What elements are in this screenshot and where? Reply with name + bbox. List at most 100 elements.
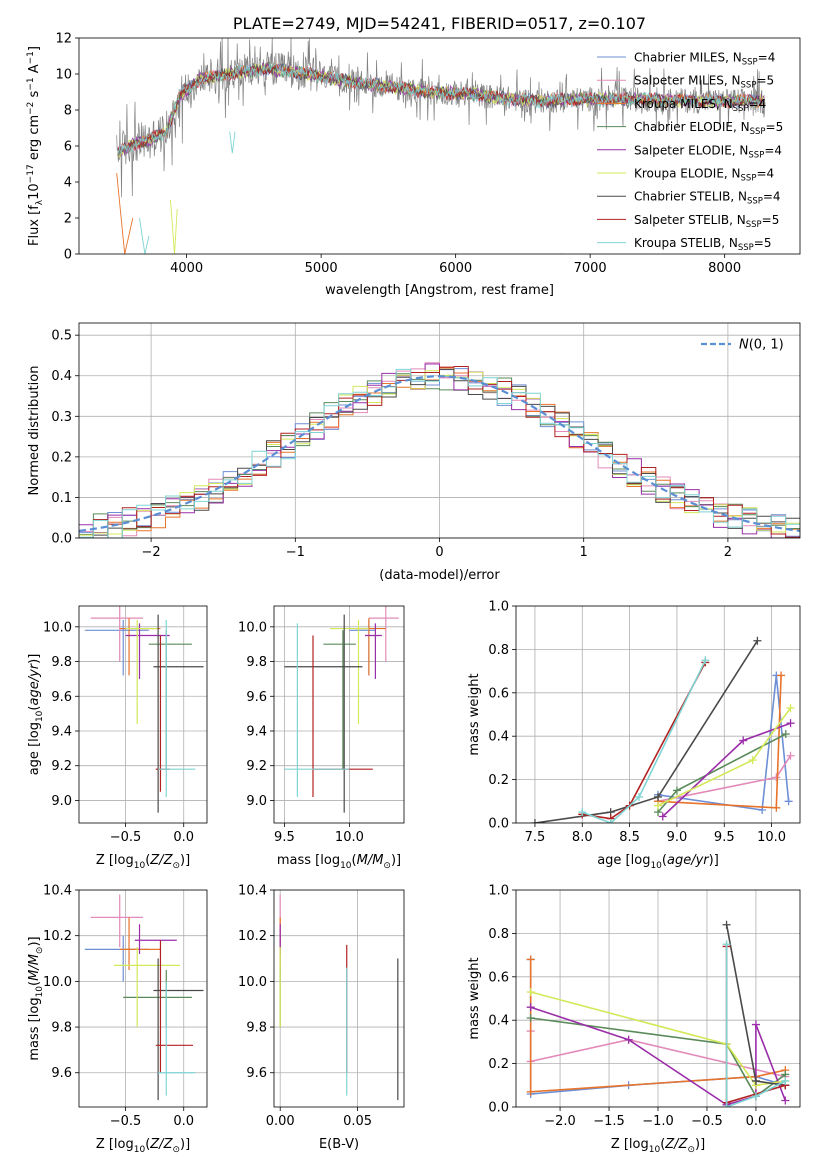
y-tick-label: 4 xyxy=(64,176,72,191)
plot-area xyxy=(516,890,800,1107)
series-chabrier-elodie xyxy=(530,1017,786,1098)
errorbar-kroupa-elodie xyxy=(125,619,159,725)
axes-mass-vs-ebv: 0.00 0.05 9.6 9.8 10.0 10.2 10.4 E(B-V) xyxy=(238,884,405,1152)
series-kroupa-miles xyxy=(529,959,786,1093)
x-axis-label: mass [log10(M/M⊙)] xyxy=(277,853,401,871)
y-tick-label: 10.4 xyxy=(43,884,72,899)
y-tick-label: 12 xyxy=(55,32,72,47)
y-tick-label: 6 xyxy=(64,140,72,155)
x-axis-label: Z [log10(Z/Z⊙)] xyxy=(96,1137,190,1155)
plus-marker xyxy=(784,797,793,806)
legend-label: Chabrier ELODIE, NSSP=5 xyxy=(634,120,783,137)
errorbar-chabrier-stelib xyxy=(153,614,204,813)
plus-marker xyxy=(786,719,795,728)
x-tick-label: −2.0 xyxy=(544,1114,576,1129)
x-tick-label: −0.5 xyxy=(110,1114,142,1129)
y-tick-label: 10.2 xyxy=(43,929,72,944)
axes-frame xyxy=(273,605,405,824)
axes-age-vs-mass: 9.5 10.0 9.0 9.2 9.4 9.6 9.8 10.0 mass [log10(M/… xyxy=(238,605,405,871)
errorbar-kroupa-elodie xyxy=(113,947,181,1028)
series-chabrier-stelib xyxy=(534,640,759,823)
y-tick-label: 2 xyxy=(64,212,72,227)
plus-marker xyxy=(781,1096,790,1105)
figure-title: PLATE=2749, MJD=54241, FIBERID=0517, z=0… xyxy=(233,14,646,33)
errorbar-kroupa-stelib xyxy=(284,623,350,797)
legend-label: Kroupa STELIB, NSSP=5 xyxy=(634,236,772,253)
legend-label: Kroupa MILES, NSSP=4 xyxy=(634,97,766,114)
plus-marker xyxy=(526,1014,535,1023)
x-tick-label: 8.5 xyxy=(619,830,640,845)
absorption-dip xyxy=(116,172,134,254)
axes-frame xyxy=(78,889,208,1108)
y-tick-label: 9.6 xyxy=(246,690,267,705)
x-axis-label: Z [log10(Z/Z⊙)] xyxy=(611,1137,705,1155)
plus-marker xyxy=(654,801,662,810)
y-tick-label: 10.0 xyxy=(43,620,72,635)
x-tick-label: 8000 xyxy=(708,261,741,276)
x-tick-label: 1 xyxy=(580,545,588,560)
y-tick-label: 0.8 xyxy=(488,643,509,658)
y-tick-label: 0.2 xyxy=(488,773,509,788)
y-tick-label: 0.4 xyxy=(488,1014,509,1029)
x-axis-label: wavelength [Angstrom, rest frame] xyxy=(325,283,554,298)
plus-marker xyxy=(606,819,615,823)
x-axis-label: age [log10(age/yr)] xyxy=(597,853,719,871)
plus-marker xyxy=(658,812,667,821)
errorbar-salpeter-elodie xyxy=(125,623,170,679)
absorption-dip xyxy=(229,131,236,154)
x-tick-label: 10.0 xyxy=(757,830,786,845)
y-tick-label: 9.8 xyxy=(51,1021,72,1036)
plus-marker xyxy=(722,1103,731,1107)
plus-marker xyxy=(526,1087,535,1096)
y-tick-label: 9.6 xyxy=(51,690,72,705)
plus-marker xyxy=(526,955,535,964)
x-tick-label: −2 xyxy=(142,545,161,560)
plus-marker xyxy=(526,1003,535,1012)
errorbar-chabrier-stelib xyxy=(153,958,204,1101)
y-axis-label: mass weight xyxy=(467,673,482,755)
y-tick-label: 0.2 xyxy=(51,450,72,465)
legend-label: N(0, 1) xyxy=(739,338,784,353)
legend-label: Salpeter MILES, NSSP=5 xyxy=(634,74,774,91)
y-tick-label: 0.4 xyxy=(51,369,72,384)
y-tick-label: 9.6 xyxy=(246,1066,267,1081)
y-tick-label: 0.3 xyxy=(51,410,72,425)
y-tick-label: 0.2 xyxy=(488,1057,509,1072)
absorption-dip xyxy=(139,217,150,254)
y-tick-label: 9.4 xyxy=(246,724,267,739)
plus-marker xyxy=(635,792,644,801)
plus-marker xyxy=(672,786,681,795)
series-kroupa-stelib xyxy=(725,944,786,1107)
y-tick-label: 9.6 xyxy=(51,1066,72,1081)
errorbar-salpeter-stelib xyxy=(155,940,194,1073)
series-salpeter-stelib xyxy=(582,662,707,820)
x-tick-label: 9.5 xyxy=(274,830,295,845)
y-axis-label: Flux [fλ10−17 erg cm−2 s−1 A−1] xyxy=(26,46,45,246)
histogram-kroupa-stelib xyxy=(79,368,800,538)
errorbar-salpeter-elodie xyxy=(365,623,382,679)
y-tick-label: 9.8 xyxy=(246,1021,267,1036)
y-tick-label: 9.8 xyxy=(51,655,72,670)
x-tick-label: 9.0 xyxy=(667,830,688,845)
histogram-salpeter-stelib xyxy=(79,366,800,538)
y-tick-label: 9.2 xyxy=(246,759,267,774)
errorbar-salpeter-miles xyxy=(90,894,143,948)
legend-label: Salpeter ELODIE, NSSP=4 xyxy=(634,143,782,160)
y-tick-label: 0.6 xyxy=(488,970,509,985)
normal-curve xyxy=(79,375,800,532)
x-tick-label: 0.0 xyxy=(173,1114,194,1129)
errorbar-chabrier-elodie xyxy=(148,630,192,770)
series-kroupa-stelib xyxy=(582,659,707,823)
errorbar-kroupa-elodie xyxy=(329,619,369,725)
y-tick-label: 8 xyxy=(64,104,72,119)
errorbar-kroupa-stelib xyxy=(158,981,196,1096)
x-tick-label: 6000 xyxy=(439,261,472,276)
y-axis-label: mass weight xyxy=(467,957,482,1039)
legend-label: Kroupa ELODIE, NSSP=4 xyxy=(634,167,774,184)
plus-marker xyxy=(722,920,731,929)
plot-area xyxy=(116,38,766,254)
x-tick-label: 0.0 xyxy=(173,830,194,845)
plus-marker xyxy=(781,730,790,739)
y-tick-label: 9.0 xyxy=(246,794,267,809)
y-tick-label: 10.2 xyxy=(238,929,267,944)
